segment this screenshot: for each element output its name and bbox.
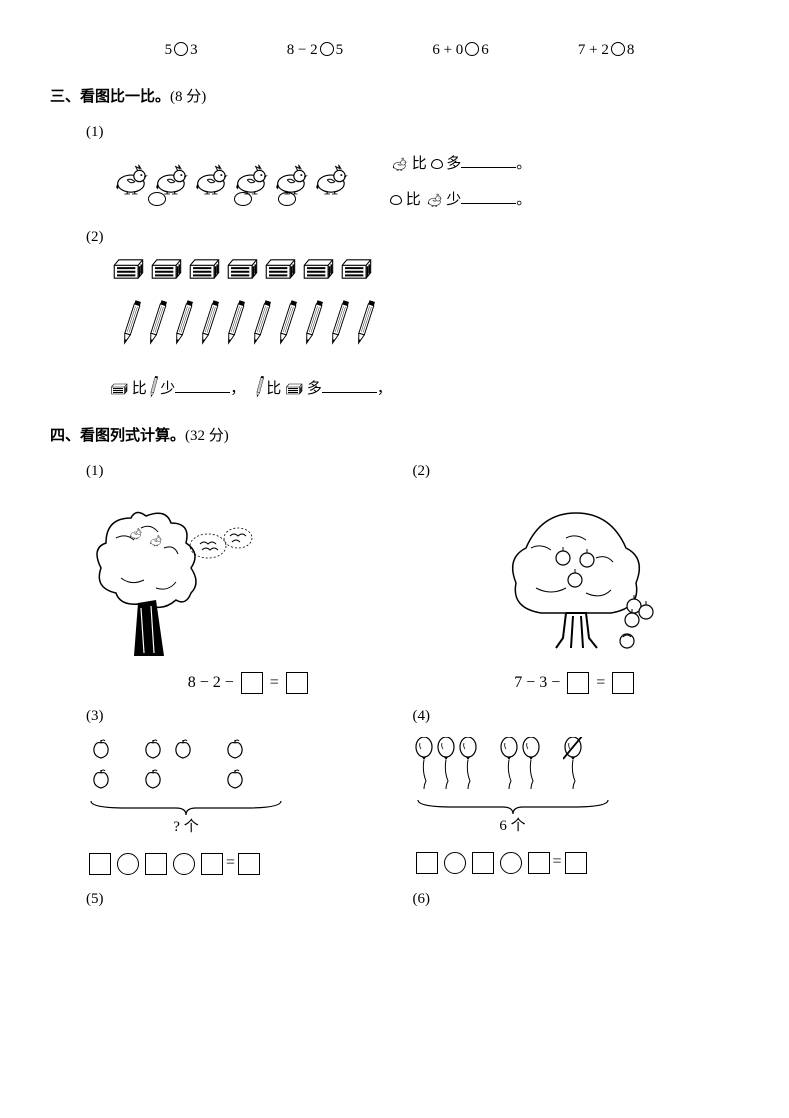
box-input[interactable] [89, 853, 111, 875]
sub-num: (2) [413, 461, 740, 482]
blank-input[interactable] [461, 153, 516, 168]
balloon-crossed [563, 737, 583, 789]
section-4-title: 四、看图列式计算。(32 分) [50, 426, 739, 447]
q4-3: (3) ? 个 = [86, 706, 413, 874]
eraser-icon [110, 381, 128, 393]
tree-graphic-1 [86, 488, 256, 658]
erasers-graphic [110, 258, 739, 287]
box-input[interactable] [201, 853, 223, 875]
pencil-icon [148, 374, 160, 399]
q4-4-caption: 6 个 [413, 816, 613, 837]
q4-1: (1) 8 − 2 − [86, 461, 413, 694]
compare-item: 7 + 28 [578, 40, 634, 61]
box-input[interactable] [567, 672, 589, 694]
box-input[interactable] [238, 853, 260, 875]
q4-3-equation: = [86, 852, 413, 874]
compare-item: 8 − 25 [287, 40, 343, 61]
q4-2-equation: 7 − 3 − = [413, 672, 740, 694]
q4-4-equation: = [413, 851, 740, 873]
q4-4: (4) 6 个 = [413, 706, 740, 874]
q4-5-num: (5) [86, 889, 413, 910]
box-input[interactable] [472, 852, 494, 874]
sub-num: (3) [86, 706, 413, 727]
box-input[interactable] [612, 672, 634, 694]
circle-blank[interactable] [611, 42, 625, 56]
q4-3-caption: ? 个 [86, 817, 286, 838]
blank-input[interactable] [322, 378, 377, 393]
section-3-title: 三、看图比一比。(8 分) [50, 87, 739, 108]
chickens-graphic [110, 159, 350, 206]
box-input[interactable] [416, 852, 438, 874]
op-circle[interactable] [500, 852, 522, 874]
box-input[interactable] [286, 672, 308, 694]
circle-blank[interactable] [465, 42, 479, 56]
q4-2: (2) [413, 461, 740, 694]
brace [86, 799, 286, 817]
op-circle[interactable] [444, 852, 466, 874]
circle-blank[interactable] [320, 42, 334, 56]
box-input[interactable] [528, 852, 550, 874]
box-input[interactable] [241, 672, 263, 694]
egg-icon [431, 159, 443, 169]
op-circle[interactable] [117, 853, 139, 875]
q3-1-line1: 比 多。 [390, 153, 531, 175]
balloons-graphic [413, 737, 740, 796]
brace [413, 798, 613, 816]
eraser-icon [285, 381, 303, 393]
q3-2-sentence: 比 少， 比 多， [110, 374, 739, 400]
pencil-icon [254, 374, 266, 399]
box-input[interactable] [565, 852, 587, 874]
pencils-graphic [120, 295, 739, 352]
compare-item: 53 [165, 40, 198, 61]
blank-input[interactable] [461, 189, 516, 204]
chicken-icon [390, 155, 408, 171]
q4-1-equation: 8 − 2 − = [86, 672, 413, 694]
box-input[interactable] [145, 853, 167, 875]
blank-input[interactable] [175, 378, 230, 393]
tree-graphic-2 [491, 488, 661, 658]
egg-icon [390, 195, 402, 205]
q3-1-num: (1) [86, 122, 739, 143]
q3-1-line2: 比 少。 [390, 189, 531, 211]
compare-row: 53 8 − 25 6 + 06 7 + 28 [50, 40, 739, 61]
sub-num: (4) [413, 706, 740, 727]
apples-graphic [86, 737, 413, 797]
circle-blank[interactable] [174, 42, 188, 56]
sub-num: (1) [86, 461, 413, 482]
q3-2-num: (2) [86, 227, 739, 248]
compare-item: 6 + 06 [432, 40, 488, 61]
op-circle[interactable] [173, 853, 195, 875]
q4-6-num: (6) [413, 889, 740, 910]
chicken-icon [425, 191, 443, 207]
